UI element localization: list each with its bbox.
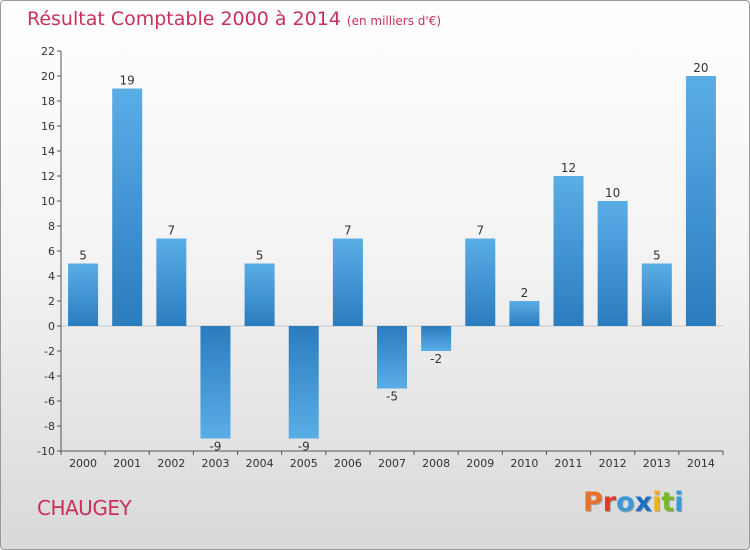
axes: -10 -8 -6 -4 -2 0 2 4 6 8 10 12 14 16 18 20 22 2000 2001 20… (37, 45, 724, 470)
bar-2014 (685, 76, 716, 326)
bar-2011 (553, 176, 584, 326)
y-tick-label: 8 (48, 220, 55, 233)
value-label-2010: 2 (521, 286, 529, 300)
logo-letter: t (661, 487, 675, 518)
y-tick-label: -4 (44, 370, 55, 383)
bar-2009 (465, 238, 496, 326)
chart-title-text: Résultat Comptable 2000 à 2014 (27, 8, 341, 30)
bar-2005 (288, 326, 319, 439)
value-label-2002: 7 (168, 224, 176, 238)
x-tick-label: 2001 (113, 457, 141, 470)
bar-2012 (597, 201, 628, 326)
y-tick-label: 12 (41, 170, 55, 183)
value-labels: 5 19 7 -9 5 -9 7 -5 -2 7 2 12 10 5 20 (79, 61, 708, 454)
x-tick-label: 2006 (334, 457, 362, 470)
y-tick-label: 10 (41, 195, 55, 208)
value-label-2012: 10 (605, 186, 620, 200)
x-tick-label: 2010 (510, 457, 538, 470)
bar-2000 (68, 263, 99, 326)
value-label-2005: -9 (298, 440, 310, 454)
x-tick-label: 2003 (201, 457, 229, 470)
x-tick-label: 2002 (157, 457, 185, 470)
value-label-2008: -2 (430, 352, 442, 366)
chart-title: Résultat Comptable 2000 à 2014 (en millie… (27, 8, 441, 30)
y-tick-label: -8 (44, 420, 55, 433)
y-tick-label: 2 (48, 295, 55, 308)
value-label-2014: 20 (693, 61, 708, 75)
x-tick-label: 2004 (246, 457, 274, 470)
value-label-2007: -5 (386, 390, 398, 404)
logo-letter: i (652, 487, 662, 518)
chart-unit-text: (en milliers d'€) (346, 14, 442, 28)
x-tick-label: 2005 (290, 457, 318, 470)
bar-2002 (156, 238, 187, 326)
bar-2010 (509, 301, 540, 326)
bar-2013 (641, 263, 672, 326)
proxiti-logo: Proxiti (583, 487, 684, 518)
x-tick-label: 2013 (643, 457, 671, 470)
y-tick-label: 0 (48, 320, 55, 333)
logo-letter: r (602, 487, 617, 518)
y-tick-label: -10 (37, 445, 55, 458)
value-label-2000: 5 (79, 249, 87, 263)
y-tick-label: 4 (48, 270, 55, 283)
bar-2007 (377, 326, 407, 389)
bars (68, 76, 716, 439)
commune-name: CHAUGEY (37, 496, 132, 520)
x-tick-label: 2007 (378, 457, 406, 470)
value-label-2006: 7 (344, 224, 352, 238)
value-label-2013: 5 (653, 249, 661, 263)
bar-2001 (112, 88, 143, 326)
y-tick-label: -2 (44, 345, 55, 358)
bar-2008 (421, 326, 452, 351)
value-label-2003: -9 (209, 440, 221, 454)
bar-2003 (200, 326, 231, 439)
x-tick-label: 2008 (422, 457, 450, 470)
y-tick-label: 14 (41, 145, 55, 158)
logo-letter: P (583, 487, 603, 518)
value-label-2009: 7 (476, 224, 484, 238)
x-tick-label: 2000 (69, 457, 97, 470)
y-tick-label: 20 (41, 70, 55, 83)
y-tick-label: 18 (41, 95, 55, 108)
y-tick-label: 6 (48, 245, 55, 258)
bar-2004 (244, 263, 275, 326)
logo-letter: x (634, 487, 653, 518)
y-tick-label: 22 (41, 45, 55, 58)
x-tick-label: 2011 (555, 457, 583, 470)
value-label-2004: 5 (256, 249, 264, 263)
x-tick-label: 2012 (599, 457, 627, 470)
bar-2006 (332, 238, 363, 326)
logo-letter: i (674, 487, 684, 518)
y-tick-label: 16 (41, 120, 55, 133)
y-tick-label: -6 (44, 395, 55, 408)
logo-letter: o (616, 487, 635, 518)
value-label-2001: 19 (120, 74, 135, 88)
x-tick-label: 2009 (466, 457, 494, 470)
x-tick-label: 2014 (687, 457, 715, 470)
value-label-2011: 12 (561, 161, 576, 175)
